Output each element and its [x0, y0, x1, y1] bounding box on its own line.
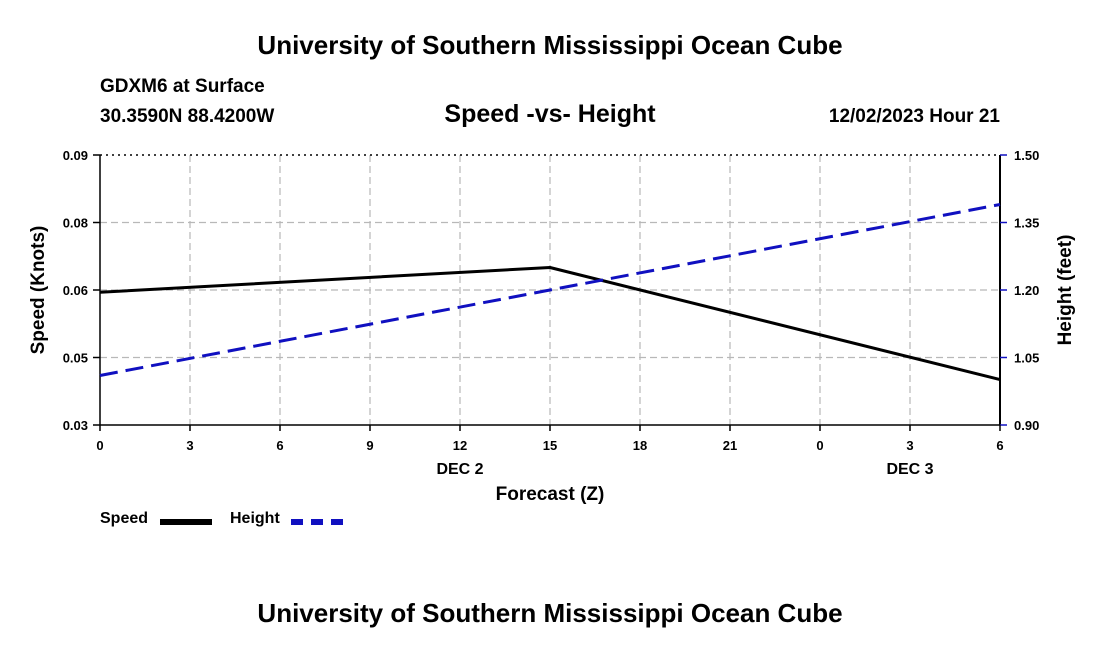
x-tick-label: 18	[633, 438, 647, 453]
left-axis-title: Speed (Knots)	[28, 226, 49, 355]
x-axis-title: Forecast (Z)	[496, 484, 605, 505]
right-tick-label: 1.20	[1014, 283, 1039, 298]
left-tick-label: 0.03	[63, 418, 88, 433]
date-hour-label: 12/02/2023 Hour 21	[828, 106, 1000, 127]
left-tick-label: 0.06	[63, 283, 88, 298]
x-tick-label: 9	[366, 438, 373, 453]
right-tick-label: 1.05	[1014, 351, 1039, 366]
x-tick-label: 15	[543, 438, 557, 453]
x-tick-label: 6	[276, 438, 283, 453]
series-line-speed	[99, 266, 1001, 382]
legend-speed-label: Speed	[100, 510, 149, 527]
legend-height-label: Height	[230, 510, 280, 527]
x-tick-label: 0	[816, 438, 823, 453]
legend-height-swatch	[291, 519, 343, 525]
left-tick-label: 0.05	[63, 351, 88, 366]
right-tick-label: 0.90	[1014, 418, 1039, 433]
legend-speed-swatch	[160, 519, 212, 525]
left-tick-label: 0.08	[63, 216, 88, 231]
x-tick-label: 6	[996, 438, 1003, 453]
day-label: DEC 3	[886, 461, 933, 478]
main-title: University of Southern Mississippi Ocean…	[257, 30, 843, 60]
x-tick-label: 0	[96, 438, 103, 453]
x-tick-label: 12	[453, 438, 467, 453]
x-tick-label: 3	[186, 438, 193, 453]
station-label: GDXM6 at Surface	[100, 76, 265, 97]
left-tick-label: 0.09	[63, 148, 88, 163]
right-axis-title: Height (feet)	[1055, 235, 1076, 346]
x-tick-label: 21	[723, 438, 737, 453]
day-label: DEC 2	[436, 461, 483, 478]
right-tick-label: 1.50	[1014, 148, 1039, 163]
coordinates-label: 30.3590N 88.4200W	[100, 106, 275, 127]
x-tick-label: 3	[906, 438, 913, 453]
right-tick-label: 1.35	[1014, 216, 1039, 231]
series-line-height	[99, 203, 1001, 377]
chart-title: Speed -vs- Height	[444, 100, 656, 128]
footer-title: University of Southern Mississippi Ocean…	[257, 598, 843, 628]
